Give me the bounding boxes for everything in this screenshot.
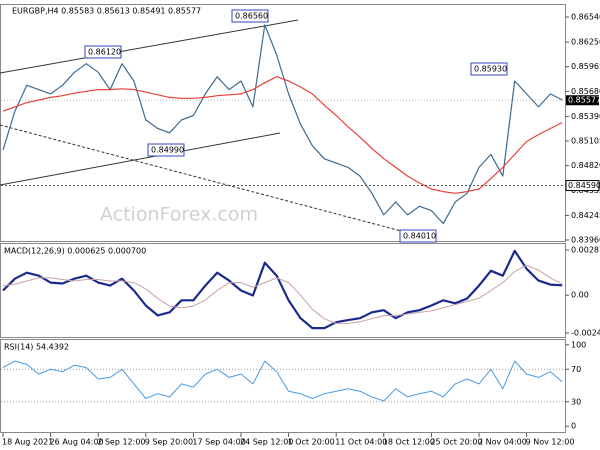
x-tick-label: 2 Nov 04:00 bbox=[478, 438, 527, 447]
y-tick-label: 0.84245 bbox=[571, 211, 600, 220]
series-line bbox=[2, 76, 563, 194]
annotation: 0.84990 bbox=[151, 146, 184, 155]
x-tick-label: 24 Sep 12:00 bbox=[240, 438, 293, 447]
y-tick-label: 70 bbox=[571, 365, 581, 374]
price-pane bbox=[0, 4, 566, 242]
y-tick-label: 100 bbox=[571, 340, 586, 349]
channel-lower bbox=[0, 132, 281, 186]
x-tick-label: 25 Oct 20:00 bbox=[430, 438, 482, 447]
annotation-box bbox=[399, 229, 437, 243]
annotation: 0.84010 bbox=[403, 232, 436, 241]
y-tick-label: 30 bbox=[571, 397, 581, 406]
watermark: ActionForex.com bbox=[100, 204, 258, 226]
last-price-label: 0.85577 bbox=[568, 96, 600, 105]
level-box bbox=[565, 180, 600, 192]
annotation: 0.86120 bbox=[88, 48, 121, 57]
annotation-box bbox=[470, 62, 508, 76]
rsi-title: RSI(14) 54.4392 bbox=[4, 343, 69, 352]
annotation: 0.86560 bbox=[235, 12, 268, 21]
header: EURGBP,H4 0.85583 0.85613 0.85491 0.8557… bbox=[12, 7, 201, 16]
y-tick-label: 0.00 bbox=[571, 291, 589, 300]
y-tick-label: 0.85965 bbox=[571, 62, 600, 71]
channel-upper bbox=[0, 19, 299, 74]
series-line bbox=[2, 24, 563, 225]
x-tick-label: 9 Sep 20:00 bbox=[145, 438, 193, 447]
annotation-box bbox=[231, 9, 269, 23]
series-line bbox=[2, 249, 563, 330]
x-tick-label: 2 Sep 12:00 bbox=[97, 438, 145, 447]
annotation-box bbox=[84, 45, 122, 59]
x-tick-label: 18 Aug 2021 bbox=[2, 438, 53, 447]
x-tick-label: 1 Oct 20:00 bbox=[288, 438, 335, 447]
annotation-box bbox=[147, 143, 185, 157]
y-tick-label: 0.85105 bbox=[571, 137, 600, 146]
y-tick-label: 0.002879 bbox=[571, 245, 600, 254]
x-tick-label: 9 Nov 12:00 bbox=[526, 438, 575, 447]
series-line bbox=[2, 264, 563, 324]
x-tick-label: 11 Oct 04:00 bbox=[335, 438, 387, 447]
last-price-box bbox=[566, 95, 599, 106]
trend-line bbox=[0, 124, 421, 237]
rsi-pane bbox=[0, 339, 566, 433]
macd-pane bbox=[0, 243, 566, 338]
y-tick-label: 0 bbox=[571, 422, 576, 431]
annotation: 0.85930 bbox=[474, 65, 507, 74]
macd-title: MACD(12,26,9) 0.000625 0.000700 bbox=[4, 247, 146, 256]
x-tick-label: 17 Sep 04:00 bbox=[192, 438, 245, 447]
x-tick-label: 26 Aug 04:00 bbox=[50, 438, 104, 447]
x-tick-label: 18 Oct 12:00 bbox=[383, 438, 435, 447]
level-label: 0.84590 bbox=[568, 181, 600, 190]
series-line bbox=[2, 360, 563, 402]
y-tick-label: -0.002412 bbox=[571, 329, 600, 338]
